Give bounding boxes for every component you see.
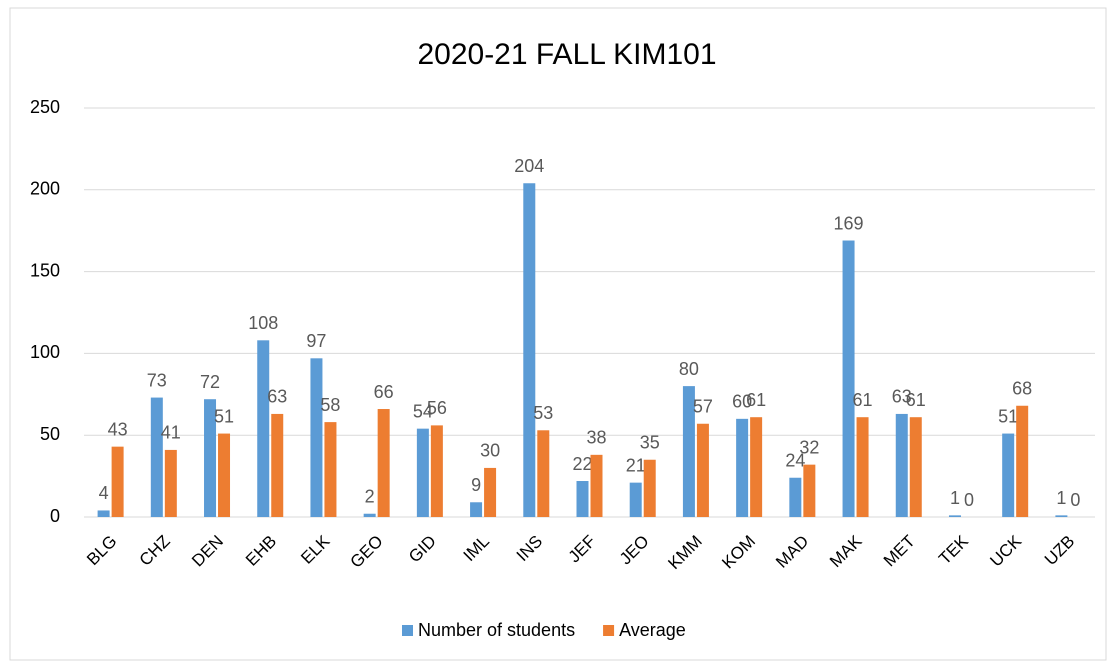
data-label: 21 bbox=[626, 455, 646, 475]
bar bbox=[576, 481, 589, 517]
data-label: 30 bbox=[480, 441, 500, 461]
data-label: 204 bbox=[514, 156, 544, 176]
legend-label: Number of students bbox=[418, 620, 575, 640]
bar bbox=[696, 423, 709, 517]
data-label: 43 bbox=[108, 419, 128, 439]
data-label: 4 bbox=[99, 483, 109, 503]
data-label: 32 bbox=[799, 437, 819, 457]
bar bbox=[324, 422, 337, 517]
data-label: 72 bbox=[200, 372, 220, 392]
bar bbox=[97, 510, 110, 517]
data-label: 58 bbox=[320, 395, 340, 415]
bar bbox=[948, 515, 961, 517]
bar bbox=[643, 459, 656, 517]
bar bbox=[150, 397, 163, 517]
bar bbox=[789, 477, 802, 517]
bar bbox=[257, 340, 270, 517]
y-tick-label: 0 bbox=[50, 506, 60, 526]
bar bbox=[430, 425, 443, 517]
bar bbox=[416, 428, 429, 517]
bar bbox=[750, 417, 763, 517]
y-tick-label: 150 bbox=[30, 260, 60, 280]
legend-swatch bbox=[603, 625, 615, 636]
legend-label: Average bbox=[619, 620, 686, 640]
data-label: 97 bbox=[306, 331, 326, 351]
data-label: 24 bbox=[785, 450, 805, 470]
data-label: 73 bbox=[147, 370, 167, 390]
bar bbox=[736, 418, 749, 517]
y-tick-label: 100 bbox=[30, 342, 60, 362]
bar bbox=[1002, 433, 1015, 517]
bar bbox=[537, 430, 550, 517]
data-label: 54 bbox=[413, 401, 433, 421]
data-label: 56 bbox=[427, 398, 447, 418]
bar bbox=[629, 482, 642, 517]
data-label: 60 bbox=[732, 392, 752, 412]
chart-title: 2020-21 FALL KIM101 bbox=[417, 38, 716, 71]
y-tick-label: 200 bbox=[30, 179, 60, 199]
y-tick-label: 50 bbox=[40, 424, 60, 444]
bar bbox=[682, 386, 695, 517]
bar bbox=[484, 467, 497, 517]
data-label: 9 bbox=[471, 475, 481, 495]
legend-swatch bbox=[402, 625, 413, 636]
data-label: 38 bbox=[586, 428, 606, 448]
data-label: 22 bbox=[572, 454, 592, 474]
bar bbox=[1016, 405, 1029, 517]
chart-border bbox=[9, 7, 1107, 661]
data-label: 57 bbox=[693, 396, 713, 416]
data-label: 51 bbox=[214, 406, 234, 426]
data-label: 61 bbox=[746, 390, 766, 410]
data-label: 169 bbox=[834, 213, 864, 233]
data-label: 66 bbox=[374, 382, 394, 402]
data-label: 61 bbox=[906, 390, 926, 410]
bar bbox=[856, 417, 869, 517]
bar bbox=[164, 449, 177, 517]
bar bbox=[842, 240, 855, 518]
bar bbox=[310, 358, 323, 517]
data-label: 1 bbox=[1056, 488, 1066, 508]
bar bbox=[204, 399, 217, 517]
bar bbox=[590, 454, 603, 517]
data-label: 53 bbox=[533, 403, 553, 423]
bar bbox=[377, 409, 390, 517]
bar bbox=[271, 413, 284, 517]
data-label: 2 bbox=[365, 486, 375, 506]
bar bbox=[803, 464, 816, 517]
bar bbox=[363, 513, 376, 517]
bar bbox=[1055, 515, 1068, 517]
data-label: 1 bbox=[950, 488, 960, 508]
data-label: 0 bbox=[964, 490, 974, 510]
data-label: 51 bbox=[998, 406, 1018, 426]
bar bbox=[218, 433, 231, 517]
data-label: 80 bbox=[679, 359, 699, 379]
bar bbox=[909, 417, 922, 517]
data-label: 35 bbox=[640, 432, 660, 452]
data-label: 108 bbox=[248, 313, 278, 333]
y-tick-label: 250 bbox=[30, 97, 60, 117]
bar bbox=[470, 502, 483, 517]
data-label: 41 bbox=[161, 423, 181, 443]
bar bbox=[523, 183, 536, 518]
bar bbox=[895, 413, 908, 517]
data-label: 63 bbox=[892, 387, 912, 407]
data-label: 61 bbox=[853, 390, 873, 410]
data-label: 68 bbox=[1012, 379, 1032, 399]
bar bbox=[111, 446, 124, 517]
data-label: 0 bbox=[1070, 490, 1080, 510]
data-label: 63 bbox=[267, 387, 287, 407]
